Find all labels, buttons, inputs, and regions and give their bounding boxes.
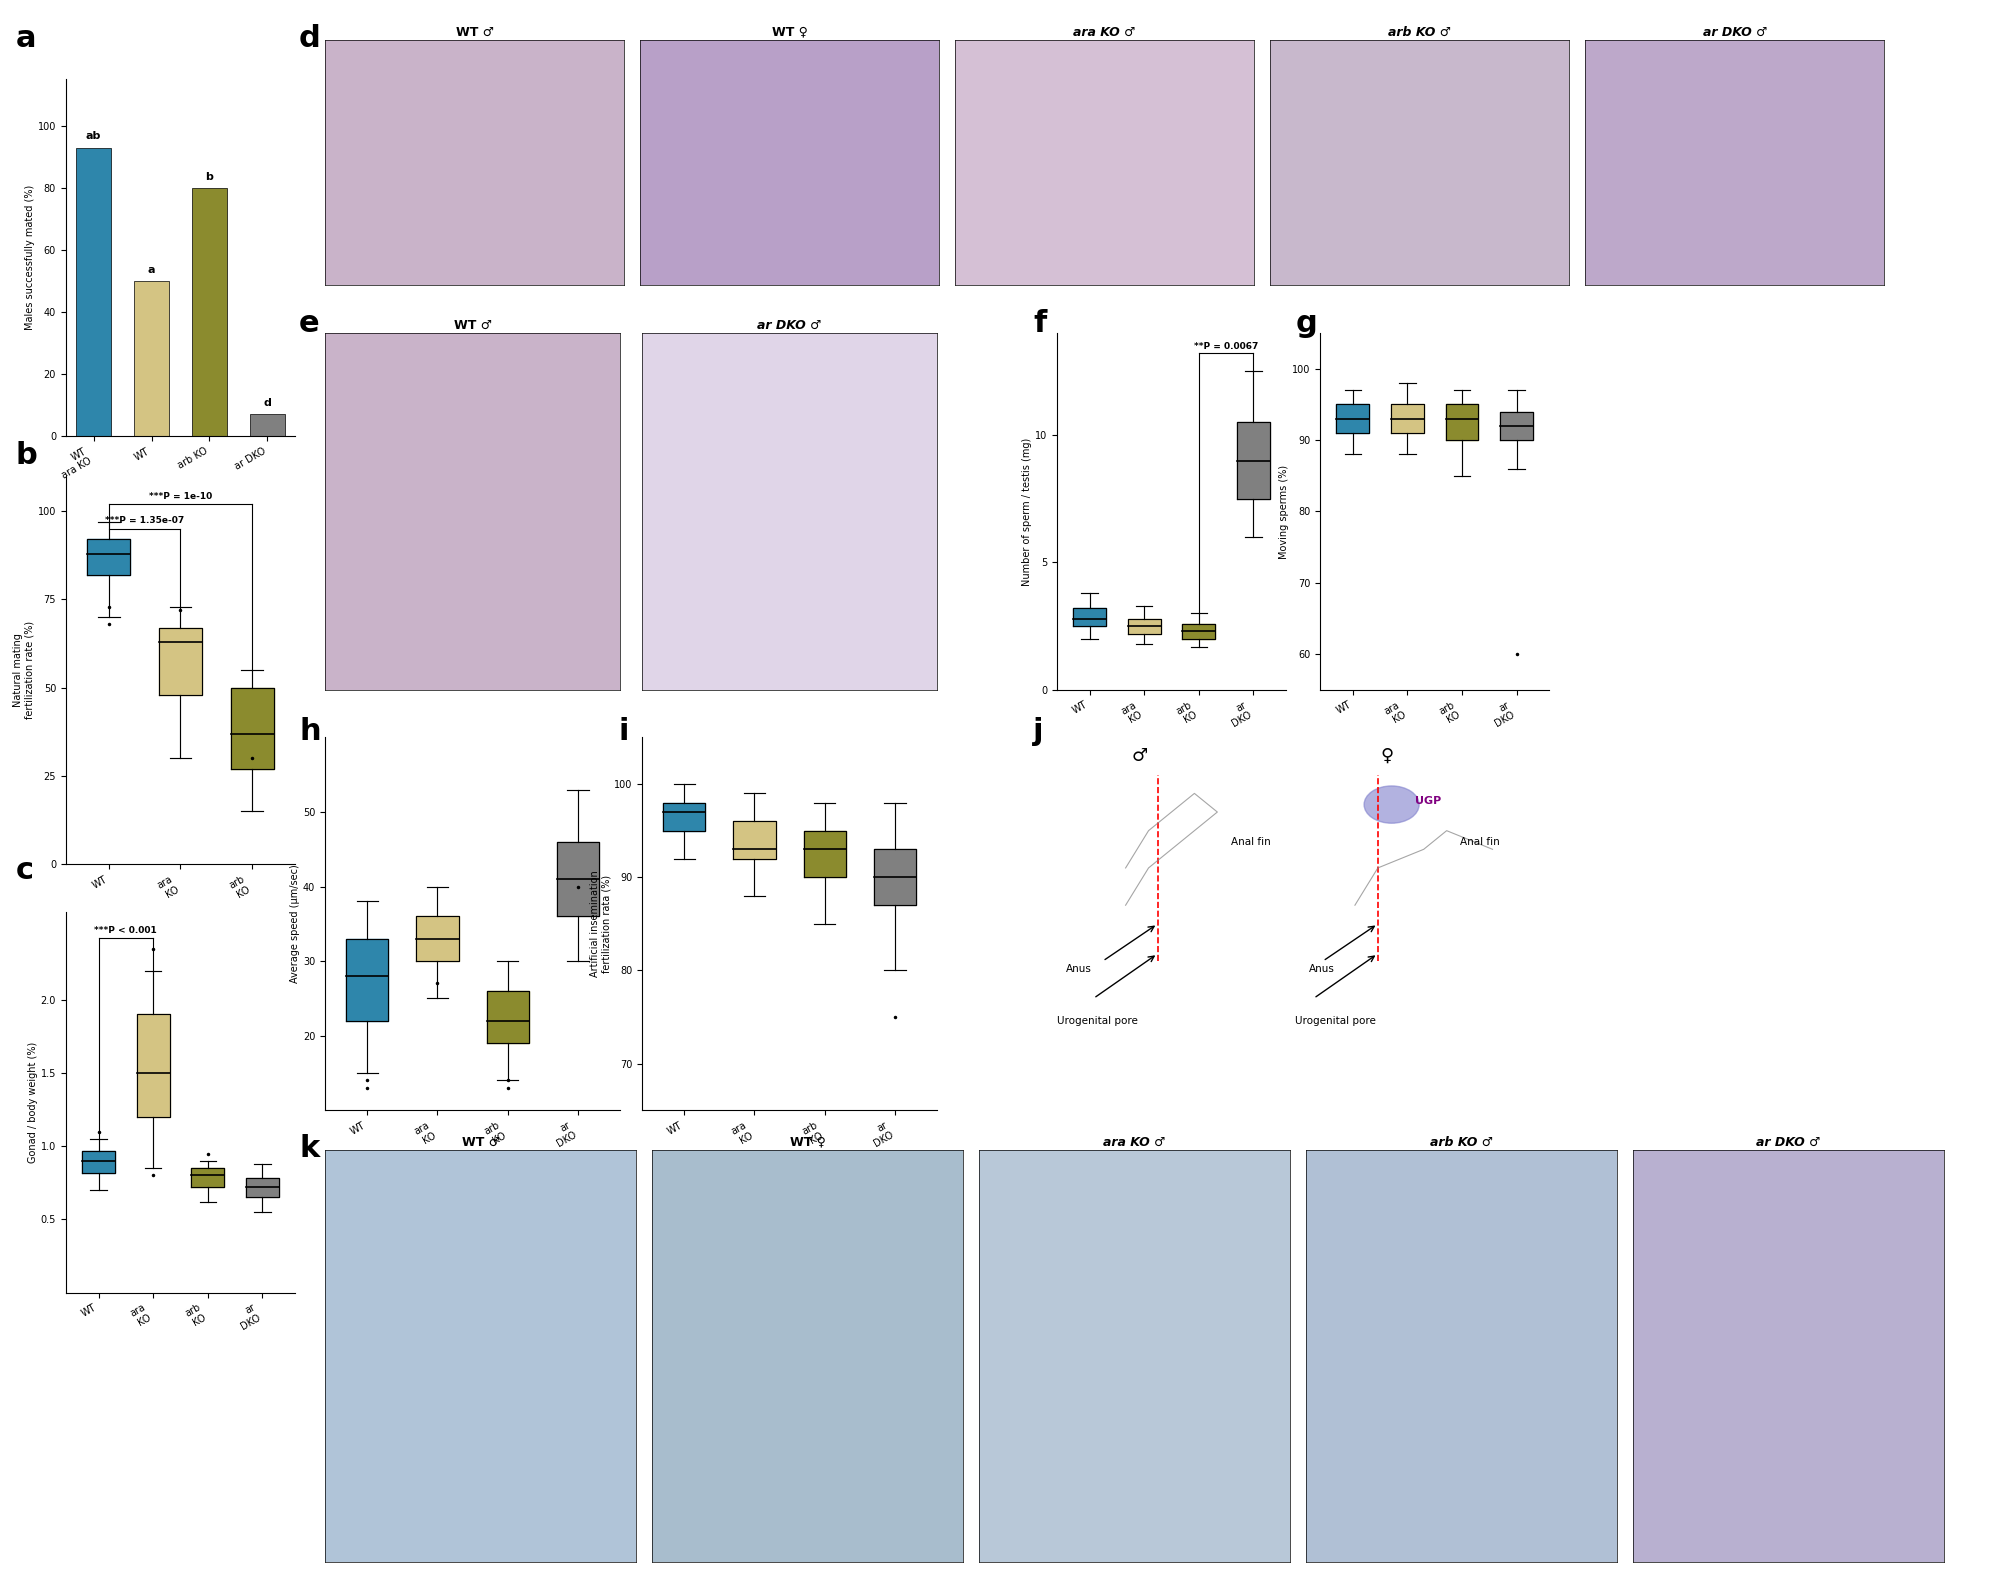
Polygon shape bbox=[417, 917, 459, 961]
Ellipse shape bbox=[1364, 787, 1420, 823]
Text: e: e bbox=[299, 309, 319, 338]
Text: c: c bbox=[16, 856, 34, 885]
Y-axis label: Moving sperms (%): Moving sperms (%) bbox=[1280, 465, 1290, 558]
Title: WT ♀: WT ♀ bbox=[772, 25, 808, 38]
Bar bbox=[134, 281, 169, 436]
Text: ♂: ♂ bbox=[1131, 747, 1147, 764]
Polygon shape bbox=[82, 1150, 116, 1172]
Text: d: d bbox=[299, 24, 321, 52]
Title: ar DKO ♂: ar DKO ♂ bbox=[1757, 1136, 1821, 1148]
Text: Anus: Anus bbox=[1067, 964, 1093, 974]
Bar bbox=[191, 187, 227, 436]
Title: ar DKO ♂: ar DKO ♂ bbox=[1703, 25, 1767, 38]
Text: h: h bbox=[299, 717, 321, 745]
Title: WT ♂: WT ♂ bbox=[455, 25, 495, 38]
Polygon shape bbox=[160, 628, 201, 695]
Polygon shape bbox=[1336, 404, 1370, 433]
Polygon shape bbox=[664, 803, 706, 831]
Polygon shape bbox=[1236, 422, 1270, 498]
Y-axis label: Artificial insemination
fertilization rata (%): Artificial insemination fertilization ra… bbox=[590, 871, 612, 977]
Text: i: i bbox=[618, 717, 628, 745]
Text: j: j bbox=[1033, 717, 1043, 745]
Text: f: f bbox=[1033, 309, 1047, 338]
Y-axis label: Average speed (μm/sec): Average speed (μm/sec) bbox=[291, 864, 301, 983]
Polygon shape bbox=[1446, 404, 1478, 439]
Title: ara KO ♂: ara KO ♂ bbox=[1103, 1136, 1166, 1148]
Title: ara KO ♂: ara KO ♂ bbox=[1073, 25, 1137, 38]
Text: **P = 0.0067: **P = 0.0067 bbox=[1194, 343, 1258, 351]
Polygon shape bbox=[556, 842, 598, 917]
Polygon shape bbox=[1073, 609, 1107, 626]
Bar bbox=[76, 147, 112, 436]
Polygon shape bbox=[88, 539, 130, 574]
Text: ***P = 1.35e-07: ***P = 1.35e-07 bbox=[106, 517, 183, 525]
Polygon shape bbox=[138, 1015, 169, 1117]
Title: WT ♀: WT ♀ bbox=[790, 1136, 826, 1148]
Text: Anal fin: Anal fin bbox=[1460, 837, 1499, 847]
Text: ***P < 0.001: ***P < 0.001 bbox=[94, 926, 158, 936]
Text: Anal fin: Anal fin bbox=[1230, 837, 1270, 847]
Text: Urogenital pore: Urogenital pore bbox=[1057, 1015, 1139, 1026]
Title: arb KO ♂: arb KO ♂ bbox=[1388, 25, 1452, 38]
Polygon shape bbox=[804, 831, 845, 877]
Title: arb KO ♂: arb KO ♂ bbox=[1430, 1136, 1494, 1148]
Y-axis label: Natural mating
fertilization rate (%): Natural mating fertilization rate (%) bbox=[14, 622, 36, 718]
Polygon shape bbox=[1392, 404, 1424, 433]
Text: b: b bbox=[16, 441, 38, 469]
Y-axis label: Number of sperm / testis (mg): Number of sperm / testis (mg) bbox=[1023, 438, 1033, 585]
Text: a: a bbox=[16, 24, 36, 52]
Text: Urogenital pore: Urogenital pore bbox=[1296, 1015, 1376, 1026]
Title: WT ♂: WT ♂ bbox=[461, 1136, 500, 1148]
Bar bbox=[249, 414, 285, 436]
Text: ab: ab bbox=[86, 132, 102, 141]
Text: k: k bbox=[299, 1134, 319, 1163]
Text: ***P = 1e-10: ***P = 1e-10 bbox=[150, 492, 211, 501]
Polygon shape bbox=[734, 822, 776, 858]
Polygon shape bbox=[231, 688, 273, 769]
Polygon shape bbox=[1129, 619, 1161, 634]
Text: a: a bbox=[148, 265, 156, 274]
Text: b: b bbox=[205, 171, 213, 182]
Text: d: d bbox=[263, 398, 271, 408]
Polygon shape bbox=[191, 1169, 223, 1188]
Text: Anus: Anus bbox=[1308, 964, 1334, 974]
Polygon shape bbox=[245, 1178, 279, 1197]
Y-axis label: Males successfully mated (%): Males successfully mated (%) bbox=[26, 186, 36, 330]
Text: g: g bbox=[1296, 309, 1318, 338]
Text: ♀: ♀ bbox=[1380, 747, 1394, 764]
Polygon shape bbox=[487, 991, 528, 1044]
Text: UGP: UGP bbox=[1414, 796, 1442, 806]
Y-axis label: Gonad / body weight (%): Gonad / body weight (%) bbox=[28, 1042, 38, 1163]
Title: ar DKO ♂: ar DKO ♂ bbox=[758, 319, 822, 331]
Polygon shape bbox=[1182, 623, 1214, 639]
Polygon shape bbox=[1499, 411, 1533, 439]
Polygon shape bbox=[873, 850, 915, 906]
Title: WT ♂: WT ♂ bbox=[453, 319, 493, 331]
Polygon shape bbox=[347, 939, 389, 1021]
